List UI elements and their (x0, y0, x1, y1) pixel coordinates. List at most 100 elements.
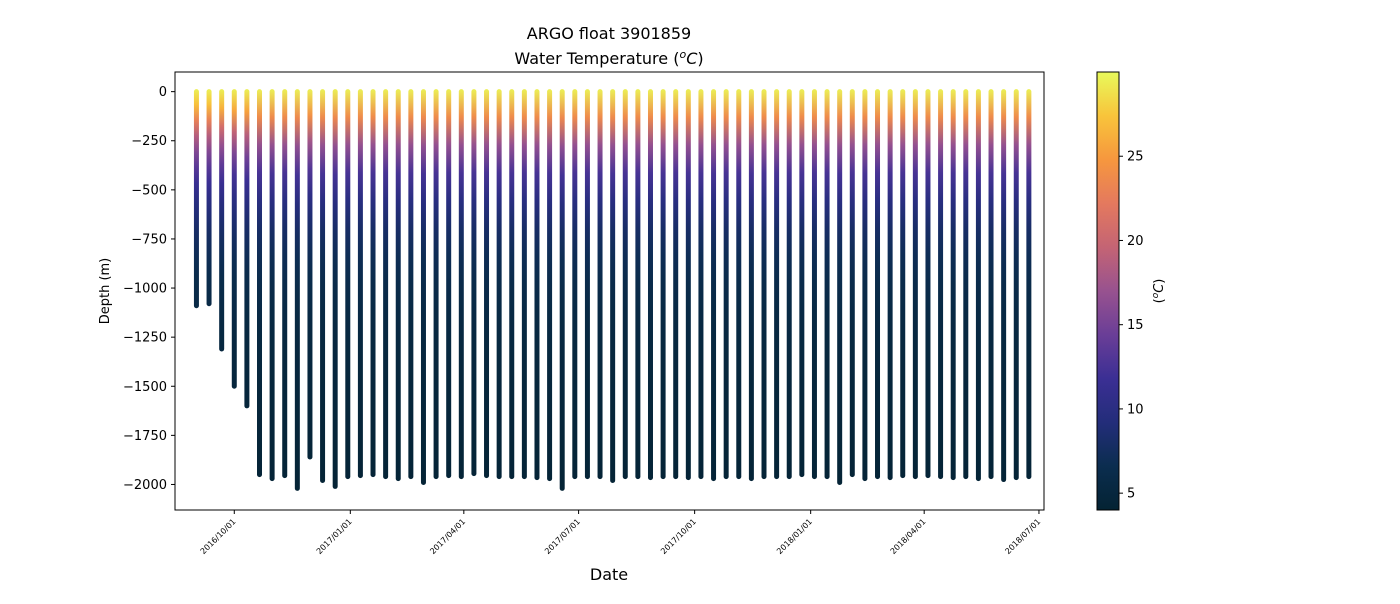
profile-mark (572, 89, 578, 480)
profile-mark (799, 89, 805, 478)
profile-mark (383, 89, 389, 480)
colorbar-tick-label: 15 (1127, 318, 1144, 333)
x-tick-label: 2017/01/01 (315, 517, 354, 556)
y-tick-label: −750 (131, 232, 167, 247)
profile-mark (206, 89, 212, 307)
plot-frame (174, 71, 1045, 511)
x-axis: 2016/10/01 2017/01/01 2017/04/01 2017/07/01… (199, 510, 1042, 556)
y-tick-label: 0 (159, 85, 167, 100)
profile-mark (660, 89, 666, 480)
profile-mark (1001, 89, 1007, 483)
profile-mark (1026, 89, 1032, 480)
y-tick-label: −2000 (123, 478, 167, 493)
profile-mark (219, 89, 225, 352)
colorbar-label: (oC) (1151, 279, 1167, 304)
profile-mark (837, 89, 843, 486)
profile-mark (824, 89, 830, 480)
profile-mark (963, 89, 969, 480)
profile-mark (420, 89, 426, 486)
x-tick-label: 2017/07/01 (543, 517, 582, 556)
profile-mark (736, 89, 742, 480)
y-tick-label: −1000 (123, 282, 167, 297)
y-tick-label: −250 (131, 134, 167, 149)
profile-mark (395, 89, 401, 482)
profile-mark (673, 89, 679, 480)
profile-mark (875, 89, 881, 480)
profile-mark (887, 89, 893, 481)
profile-mark (433, 89, 439, 480)
profile-mark (370, 89, 376, 478)
y-tick-label: −1750 (123, 429, 167, 444)
profile-mark (635, 89, 641, 480)
profile-mark (647, 89, 653, 481)
x-tick-label: 2018/01/01 (775, 517, 814, 556)
profile-mark (975, 89, 981, 482)
profile-mark (257, 89, 263, 478)
profile-mark (282, 89, 288, 479)
x-tick-label: 2017/10/01 (659, 517, 698, 556)
profile-mark (471, 89, 477, 477)
profile-mark (559, 89, 565, 491)
y-tick-label: −1250 (123, 331, 167, 346)
profile-mark (244, 89, 250, 409)
x-tick-label: 2016/10/01 (199, 517, 238, 556)
profile-mark (950, 89, 956, 481)
profile-mark (446, 89, 452, 479)
profile-mark (900, 89, 906, 479)
profile-mark (458, 89, 464, 480)
profile-mark (408, 89, 414, 480)
profile-mark (761, 89, 767, 480)
profile-mark (988, 89, 994, 480)
y-axis: 0 −250 −500 −750 −1000 −1250 −1500 −1750 −2000 (123, 85, 175, 493)
chart-title: ARGO float 3901859 (527, 24, 691, 43)
profile-mark (584, 89, 590, 480)
colorbar (1096, 71, 1120, 511)
x-axis-label: Date (590, 565, 628, 584)
profile-mark (496, 89, 502, 480)
x-tick-label: 2018/07/01 (1003, 517, 1042, 556)
colorbar-axis: 5 10 15 20 25 (1119, 150, 1144, 502)
profile-mark (484, 89, 490, 479)
y-axis-label: Depth (m) (98, 258, 113, 325)
y-tick-label: −500 (131, 183, 167, 198)
profile-mark (938, 89, 944, 480)
colorbar-tick-label: 25 (1127, 150, 1144, 165)
profile-mark (622, 89, 628, 480)
colorbar-tick-label: 20 (1127, 234, 1144, 249)
profile-mark (534, 89, 540, 481)
profile-mark (862, 89, 868, 482)
colorbar-tick-label: 10 (1127, 402, 1144, 417)
profile-mark (698, 89, 704, 480)
x-tick-label: 2017/04/01 (428, 517, 467, 556)
profile-mark (294, 89, 300, 491)
chart-subtitle: Water Temperature (oC) (514, 48, 703, 68)
profile-mark (748, 89, 754, 482)
profile-mark (597, 89, 603, 480)
profile-mark (357, 89, 363, 479)
profile-mark (231, 89, 237, 389)
profile-mark (723, 89, 729, 480)
profile-mark (685, 89, 691, 481)
profile-mark (925, 89, 931, 479)
profile-mark (509, 89, 515, 480)
x-tick-label: 2018/04/01 (889, 517, 928, 556)
profile-mark (912, 89, 918, 480)
profile-mark (269, 89, 275, 482)
profile-mark (711, 89, 717, 482)
profile-mark (547, 89, 553, 482)
plot-area (193, 89, 1032, 491)
colorbar-tick-label: 5 (1127, 487, 1135, 502)
profile-mark (849, 89, 855, 478)
profile-mark (320, 89, 326, 484)
profile-mark (521, 89, 527, 480)
profile-mark (332, 89, 338, 489)
profile-mark (774, 89, 780, 480)
profile-mark (811, 89, 817, 480)
y-tick-label: −1500 (123, 380, 167, 395)
profile-mark (193, 89, 199, 309)
profile-mark (345, 89, 351, 480)
profile-mark (786, 89, 792, 480)
profile-mark (307, 89, 313, 460)
